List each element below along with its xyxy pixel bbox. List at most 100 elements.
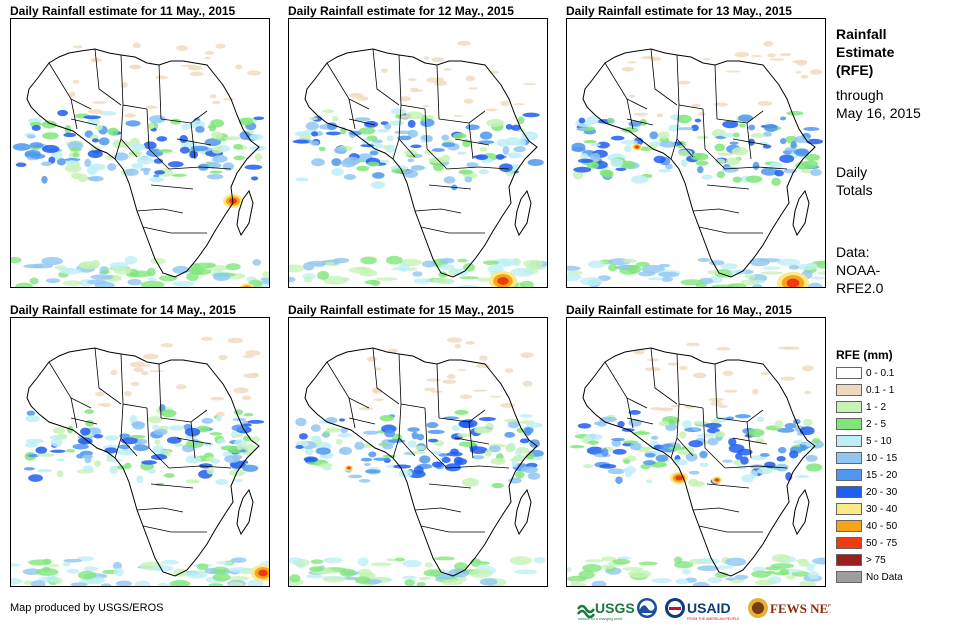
country-border: [626, 98, 634, 130]
madagascar-outline: [236, 488, 254, 536]
country-border: [468, 421, 474, 459]
country-border: [150, 184, 194, 190]
legend-swatch: [836, 435, 862, 447]
coastline: [304, 48, 538, 278]
credit-text: Map produced by USGS/EROS: [10, 602, 164, 614]
coastline: [26, 48, 260, 278]
madagascar-outline: [236, 189, 254, 237]
country-border: [168, 166, 232, 170]
usaid-tagline: FROM THE AMERICAN PEOPLE: [687, 617, 740, 621]
sidebar-data-source: Data: NOAA- RFE2.0: [836, 243, 883, 297]
country-border: [436, 363, 440, 419]
country-border: [676, 353, 704, 409]
country-border: [746, 122, 752, 160]
rainfall-map-svg: [567, 41, 825, 287]
country-border: [714, 363, 718, 419]
country-border: [70, 417, 98, 425]
fewsnet-logo-text: FEWS NET: [770, 601, 831, 616]
country-border: [732, 437, 768, 445]
legend-label: 2 - 5: [866, 418, 887, 430]
coastline: [582, 347, 816, 577]
rainfall-map: [10, 317, 270, 587]
legend-label: 40 - 50: [866, 520, 898, 532]
country-border: [698, 525, 763, 533]
sidebar-title-line: Rainfall: [836, 26, 887, 42]
rainfall-map-svg: [11, 42, 269, 287]
legend-swatch: [836, 503, 862, 515]
legend-item: 5 - 10: [836, 434, 892, 448]
legend-item: 1 - 2: [836, 400, 886, 414]
partner-logos: USGS science for a changing world USAID …: [576, 598, 831, 621]
sidebar-totals-line: Totals: [836, 182, 873, 198]
country-border: [158, 363, 162, 419]
legend-swatch: [836, 520, 862, 532]
country-border: [348, 417, 376, 425]
country-border: [348, 98, 356, 130]
legend-item: No Data: [836, 570, 903, 584]
country-border: [650, 48, 678, 106]
country-border: [158, 64, 162, 120]
country-border: [428, 483, 472, 489]
country-border: [746, 421, 752, 459]
madagascar-outline: [514, 488, 532, 536]
legend-item: 50 - 75: [836, 536, 897, 550]
legend-swatch: [836, 469, 862, 481]
rainfall-map-svg: [289, 337, 546, 586]
usgs-logo: USGS science for a changing world: [576, 600, 635, 621]
country-border: [424, 108, 448, 170]
legend-swatch: [836, 367, 862, 379]
country-border: [372, 347, 400, 405]
country-border: [150, 483, 194, 489]
legend-label: 20 - 30: [866, 486, 898, 498]
panel-title: Daily Rainfall estimate for 13 May., 201…: [566, 4, 792, 18]
noaa-logo: [637, 598, 657, 618]
country-border: [392, 138, 400, 160]
country-border: [714, 64, 718, 120]
legend-swatch: [836, 537, 862, 549]
legend-label: 10 - 15: [866, 452, 898, 464]
country-border: [146, 407, 170, 469]
madagascar-outline: [792, 488, 810, 536]
country-border: [698, 226, 763, 234]
legend-swatch: [836, 571, 862, 583]
country-border: [424, 407, 448, 469]
country-border: [724, 465, 788, 469]
legend-label: 5 - 10: [866, 435, 892, 447]
country-border: [94, 48, 122, 106]
country-border: [670, 437, 678, 459]
legend-item: 10 - 15: [836, 451, 897, 465]
legend-item: 0 - 0.1: [836, 366, 894, 380]
usaid-logo: USAID FROM THE AMERICAN PEOPLE: [665, 598, 740, 621]
country-border: [702, 407, 726, 469]
madagascar-outline: [792, 189, 810, 237]
country-border: [348, 397, 356, 429]
rainfall-map-svg: [11, 336, 269, 586]
legend-swatch: [836, 554, 862, 566]
country-border: [398, 353, 426, 409]
legend-swatch: [836, 452, 862, 464]
legend-item: 2 - 5: [836, 417, 886, 431]
legend-item: 30 - 40: [836, 502, 897, 516]
madagascar-outline: [514, 189, 532, 237]
sidebar-data-line: NOAA-: [836, 262, 881, 278]
legend-item: 20 - 30: [836, 485, 897, 499]
country-border: [70, 98, 78, 130]
country-border: [142, 525, 207, 533]
panel-title: Daily Rainfall estimate for 11 May., 201…: [10, 4, 236, 18]
legend-item: 15 - 20: [836, 468, 897, 482]
fewsnet-logo: FEWS NET: [748, 598, 831, 618]
legend-label: 0 - 0.1: [866, 367, 895, 379]
sidebar-data-line: Data:: [836, 244, 870, 260]
sidebar-through-line: May 16, 2015: [836, 105, 921, 121]
legend-label: 50 - 75: [866, 537, 898, 549]
legend-swatch: [836, 486, 862, 498]
country-border: [454, 437, 490, 445]
country-border: [446, 166, 510, 170]
legend-label: 15 - 20: [866, 469, 898, 481]
rainfall-map: [566, 317, 826, 587]
coastline: [304, 347, 538, 577]
usaid-logo-text: USAID: [687, 600, 731, 616]
country-border: [176, 138, 212, 146]
country-border: [436, 64, 440, 120]
legend-item: 0.1 - 1: [836, 383, 894, 397]
